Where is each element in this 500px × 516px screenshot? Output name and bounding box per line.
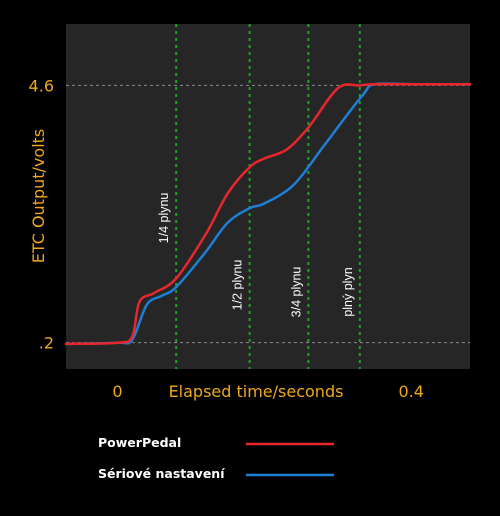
x-tick-label: 0 [112,382,122,401]
marker-label: 1/4 plynu [157,193,171,244]
y-axis-label: ETC Output/volts [29,129,48,263]
legend-label: PowerPedal [98,435,181,450]
series-line [64,82,472,346]
legend: PowerPedal Sériové nastavení [98,435,334,481]
marker-label: 1/2 plynu [231,260,245,311]
y-tick-label: 4.6 [29,76,54,95]
legend-item: Sériové nastavení [98,466,334,481]
plot-area [66,24,470,369]
marker-label: 3/4 plynu [289,267,303,318]
legend-label: Sériové nastavení [98,466,225,481]
x-tick-label: 0.4 [399,382,424,401]
series-line [64,82,472,346]
marker-label: plný plyn [341,267,355,316]
x-axis-label: Elapsed time/seconds [169,382,344,401]
legend-item: PowerPedal [98,435,334,450]
y-tick-label: .2 [39,334,54,353]
